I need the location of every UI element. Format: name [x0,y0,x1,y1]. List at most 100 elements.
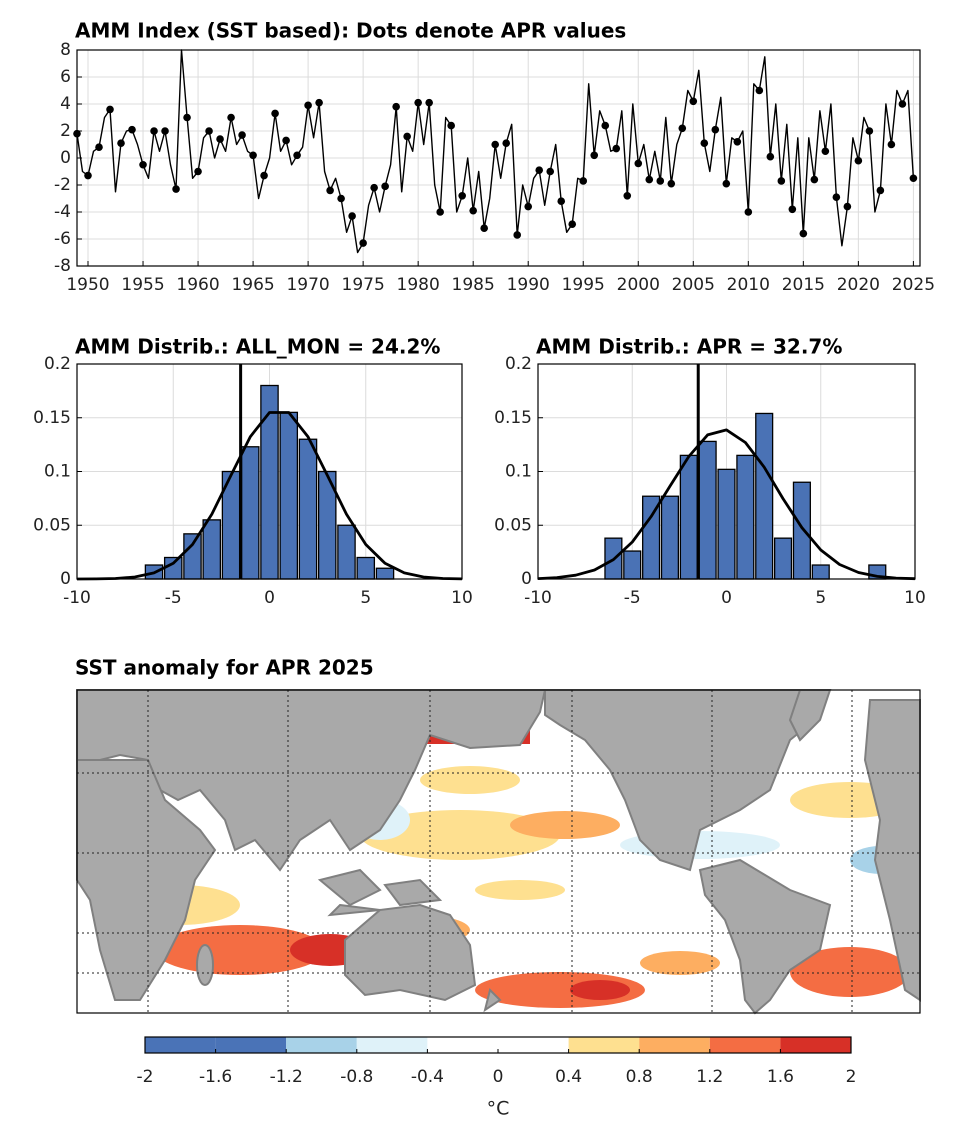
x-tick-label: 1985 [452,275,495,295]
hist-bar [183,533,202,580]
x-tick-label: 2010 [727,275,770,295]
apr-dot [260,171,268,180]
hist-bar [698,440,717,580]
apr-dot [645,175,654,184]
x-tick-label: 1960 [176,275,219,295]
hist-bar [356,556,376,580]
apr-dot [711,125,720,134]
y-tick-label: 0.15 [33,408,71,428]
colorbar-tick-label: -2 [137,1067,154,1087]
apr-dot [799,229,808,238]
colorbar-tick-label: 0 [493,1067,504,1087]
y-tick-label: 0 [521,569,532,589]
apr-dot [557,197,566,205]
colorbar-bin [145,1037,216,1053]
apr-dot [392,102,400,111]
colorbar-bin [498,1037,569,1053]
hist-bar [337,524,356,580]
hist-bar [717,468,736,580]
apr-dot [722,179,731,188]
apr-dot [634,159,643,168]
x-tick-label: 2000 [617,275,660,295]
x-tick-label: 1980 [397,275,440,295]
apr-dot [150,127,158,135]
apr-dot [238,131,246,139]
x-tick-label: -5 [624,588,641,608]
apr-dot [535,166,544,174]
hist-bar [163,556,183,580]
colorbar-bin [215,1037,287,1053]
x-tick-label: 1965 [231,275,274,295]
apr-dot [513,231,522,239]
apr-dot [744,208,753,216]
hist-bar [660,495,680,580]
hist-bar [298,438,318,580]
hist-bar [679,454,698,580]
apr-dot [348,212,356,220]
fit-curve [76,411,463,581]
apr-dot [788,205,797,214]
colorbar-bin [639,1037,710,1053]
colorbar-bin [356,1037,428,1053]
x-tick-label: 10 [451,588,473,608]
colorbar-tick-label: 1.6 [767,1067,794,1087]
x-tick-label: 1955 [121,275,164,295]
colorbar-tick-label: 2 [846,1067,857,1087]
apr-dot [821,147,830,156]
apr-dot [425,98,433,107]
hist-bar [773,537,793,580]
apr-dot [469,206,477,215]
apr-dot [887,140,896,149]
colorbar-bin [286,1037,357,1053]
plot-frame [144,1036,852,1054]
map-frame [76,689,921,1014]
apr-dot [293,151,301,160]
apr-dot [755,86,764,95]
apr-dot [865,127,874,135]
apr-dot [227,113,235,122]
plot-frame [76,49,921,267]
apr-dot [337,194,345,203]
apr-dot [139,160,147,169]
y-tick-label: 0.1 [44,462,71,482]
apr-dot [843,202,852,211]
colorbar-bin [709,1037,781,1053]
apr-dot [370,183,378,192]
apr-dot [315,98,323,107]
apr-dot [436,208,444,216]
sst-map [76,689,921,1015]
hist-bar [279,411,299,580]
hist-bar [792,481,811,580]
x-tick-label: 1950 [66,275,109,295]
apr-dot [271,109,279,118]
apr-dot [480,224,488,232]
apr-dot [689,97,698,106]
apr-dot [326,186,334,195]
apr-dot [601,121,610,130]
apr-dot [381,182,389,191]
chart-title: AMM Distrib.: ALL_MON = 24.2% [75,335,440,359]
apr-dot [447,121,455,130]
apr-dot [546,167,555,176]
y-tick-label: 0 [60,569,71,589]
colorbar-bin [780,1037,851,1053]
colorbar-tick-label: -1.6 [199,1067,232,1087]
apr-dot [128,125,136,134]
x-tick-label: 1975 [342,275,385,295]
apr-dot [898,100,907,108]
fit-curve [537,428,916,581]
hist-bar [736,454,755,580]
y-tick-label: 4 [60,94,71,114]
x-tick-label: 0 [721,588,732,608]
y-tick-label: 0.2 [44,354,71,374]
apr-dot [678,124,687,133]
colorbar-tick-label: -0.8 [340,1067,373,1087]
colorbar-tick-label: -1.2 [270,1067,303,1087]
apr-dot [216,135,224,143]
chart-title: AMM Index (SST based): Dots denote APR v… [75,19,626,43]
colorbar-label: °C [487,1098,510,1120]
apr-dot [524,202,533,211]
x-tick-label: 2025 [892,275,935,295]
apr-dot [810,175,819,184]
